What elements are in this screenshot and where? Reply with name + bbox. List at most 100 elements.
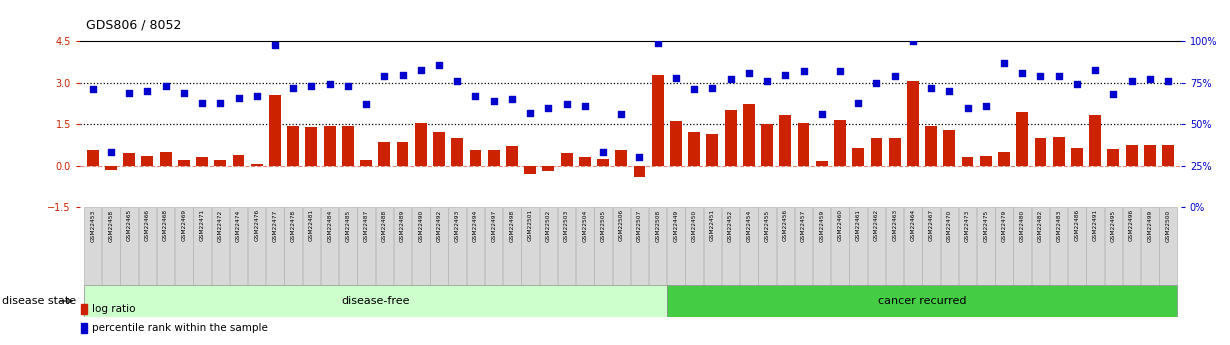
FancyBboxPatch shape <box>922 207 940 285</box>
Point <box>247 93 267 99</box>
Bar <box>962 157 973 166</box>
FancyBboxPatch shape <box>667 207 685 285</box>
Text: GSM22485: GSM22485 <box>346 209 351 242</box>
Text: GSM22474: GSM22474 <box>236 209 241 242</box>
FancyBboxPatch shape <box>102 207 119 285</box>
Point <box>684 87 704 92</box>
FancyBboxPatch shape <box>303 207 320 285</box>
FancyBboxPatch shape <box>284 207 301 285</box>
FancyBboxPatch shape <box>685 207 702 285</box>
FancyBboxPatch shape <box>230 207 247 285</box>
Point <box>374 73 394 79</box>
Text: GSM22503: GSM22503 <box>565 209 569 242</box>
Text: GSM22488: GSM22488 <box>381 209 386 242</box>
Text: GSM22508: GSM22508 <box>656 209 661 242</box>
Bar <box>342 126 354 166</box>
Bar <box>251 164 263 166</box>
Point <box>958 105 978 110</box>
Bar <box>1162 145 1173 166</box>
Point <box>557 101 577 107</box>
Text: percentile rank within the sample: percentile rank within the sample <box>92 323 268 333</box>
FancyBboxPatch shape <box>84 207 101 285</box>
Point <box>739 70 759 76</box>
Point <box>1068 82 1087 87</box>
Text: GSM22452: GSM22452 <box>728 209 733 242</box>
Bar <box>724 110 737 166</box>
Bar <box>652 75 664 166</box>
Text: GSM22492: GSM22492 <box>437 209 442 242</box>
Bar <box>889 138 900 166</box>
Bar <box>232 155 245 166</box>
Point <box>156 83 176 89</box>
Point <box>101 150 121 155</box>
Bar <box>415 123 427 166</box>
Point <box>648 40 668 46</box>
Point <box>82 87 102 92</box>
Bar <box>87 150 98 166</box>
Bar <box>1053 137 1065 166</box>
FancyBboxPatch shape <box>1141 207 1159 285</box>
Bar <box>81 323 87 333</box>
FancyBboxPatch shape <box>121 207 138 285</box>
FancyBboxPatch shape <box>558 207 576 285</box>
Text: GSM22507: GSM22507 <box>637 209 642 242</box>
FancyBboxPatch shape <box>375 207 394 285</box>
FancyBboxPatch shape <box>850 207 867 285</box>
Text: GSM22460: GSM22460 <box>838 209 843 242</box>
Point <box>903 39 922 44</box>
FancyBboxPatch shape <box>139 207 156 285</box>
Bar <box>81 304 87 314</box>
FancyBboxPatch shape <box>795 207 812 285</box>
Bar <box>1090 115 1101 166</box>
FancyBboxPatch shape <box>813 207 830 285</box>
Point <box>1031 73 1050 79</box>
FancyBboxPatch shape <box>613 207 630 285</box>
Text: GSM22477: GSM22477 <box>273 209 278 242</box>
FancyBboxPatch shape <box>248 207 266 285</box>
Point <box>921 85 941 90</box>
FancyBboxPatch shape <box>722 207 739 285</box>
Point <box>320 82 339 87</box>
FancyBboxPatch shape <box>266 207 284 285</box>
Bar <box>761 124 772 166</box>
Text: GSM22486: GSM22486 <box>1075 209 1080 242</box>
Text: GSM22499: GSM22499 <box>1148 209 1153 242</box>
Bar <box>288 126 299 166</box>
Bar <box>451 138 464 166</box>
Text: log ratio: log ratio <box>92 304 135 314</box>
Text: GSM22495: GSM22495 <box>1111 209 1116 242</box>
Bar <box>834 120 846 166</box>
Bar <box>780 115 791 166</box>
Point <box>357 101 376 107</box>
Text: GSM22470: GSM22470 <box>947 209 952 242</box>
Text: GSM22462: GSM22462 <box>875 209 879 242</box>
FancyBboxPatch shape <box>503 207 520 285</box>
FancyBboxPatch shape <box>704 207 721 285</box>
Text: GSM22466: GSM22466 <box>145 209 150 242</box>
Text: GSM22483: GSM22483 <box>1057 209 1061 242</box>
Text: GSM22476: GSM22476 <box>255 209 260 242</box>
Point <box>830 68 850 74</box>
Text: GSM22465: GSM22465 <box>127 209 132 242</box>
Point <box>611 111 631 117</box>
Bar <box>160 152 171 166</box>
Text: GSM22490: GSM22490 <box>418 209 423 242</box>
Bar <box>852 148 865 166</box>
Bar <box>396 142 408 166</box>
FancyBboxPatch shape <box>485 207 502 285</box>
Point <box>884 73 904 79</box>
Point <box>630 155 649 160</box>
Text: GSM22484: GSM22484 <box>327 209 332 242</box>
Text: GSM22493: GSM22493 <box>455 209 460 242</box>
Bar <box>561 153 572 166</box>
Point <box>283 85 303 90</box>
Point <box>667 75 686 81</box>
Text: GSM22479: GSM22479 <box>1001 209 1006 242</box>
Text: GSM22472: GSM22472 <box>218 209 223 242</box>
Text: GSM22459: GSM22459 <box>819 209 824 242</box>
FancyBboxPatch shape <box>667 285 1177 317</box>
FancyBboxPatch shape <box>995 207 1012 285</box>
FancyBboxPatch shape <box>449 207 466 285</box>
Bar <box>925 126 937 166</box>
FancyBboxPatch shape <box>358 207 375 285</box>
